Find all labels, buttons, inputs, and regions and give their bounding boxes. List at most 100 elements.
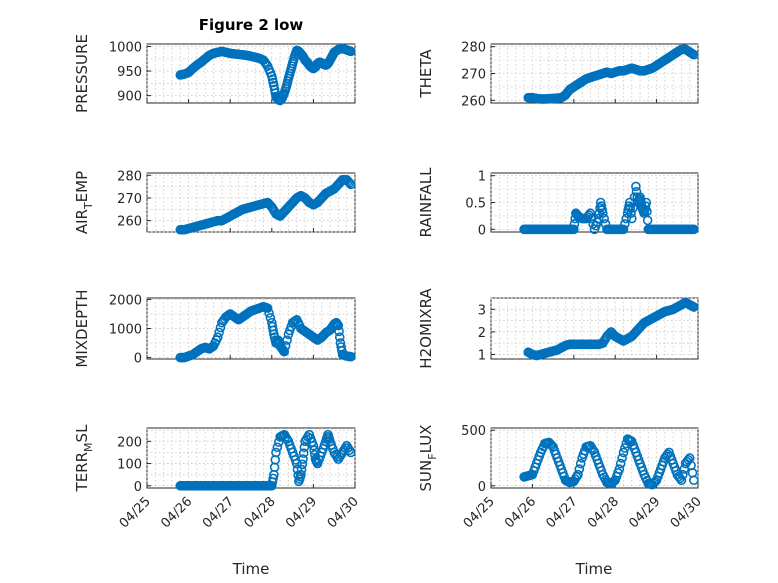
data-point (617, 453, 627, 463)
x-tick-label: 04/29 (626, 494, 663, 531)
data-point (585, 208, 596, 219)
data-point (262, 303, 273, 313)
y-axis-label: H2OMIXRA (417, 288, 435, 369)
data-point (545, 439, 556, 449)
data-point (214, 327, 224, 338)
data-point (615, 458, 626, 469)
y-axis-label-main: THETA (417, 49, 435, 99)
subplot-pressure: 900 950 1000 PRESSURE (73, 34, 356, 113)
data-point (296, 469, 306, 480)
subplot-sun: 0 500 04/25 04/26 04/27 04/28 04/29 04/30 SUNFLU… (417, 424, 705, 531)
data-point (333, 320, 344, 331)
data-point (689, 475, 699, 486)
data-point (620, 219, 630, 229)
data-point (683, 455, 694, 465)
data-point (272, 442, 283, 453)
data-point (603, 330, 614, 340)
y-axis-label-subscript: M (82, 442, 95, 452)
data-point (343, 176, 353, 187)
data-point (649, 478, 659, 488)
data-point (574, 464, 585, 474)
y-axis-label-tail: EMP (73, 171, 91, 202)
data-point (298, 454, 308, 464)
data-point (620, 443, 630, 453)
data-point (689, 224, 699, 235)
y-tick-label: 0 (478, 223, 486, 238)
x-tick-label: 04/27 (200, 494, 237, 531)
data-point (628, 203, 638, 213)
data-point (346, 179, 356, 190)
data-point (334, 326, 344, 337)
x-tick-label: 04/28 (242, 494, 279, 531)
data-point (626, 208, 636, 219)
data-point (650, 476, 661, 487)
y-tick-label: 280 (461, 41, 486, 56)
subplot-h2omixra: 1 2 3 H2OMIXRA (417, 288, 699, 369)
data-point (599, 213, 609, 224)
data-point (621, 213, 632, 224)
data-point (282, 335, 292, 345)
data-point (618, 447, 629, 458)
data-point (279, 346, 290, 357)
y-axis-label: TERRMSL (73, 424, 95, 493)
axes-box (490, 172, 699, 233)
y-tick-label: 3 (478, 303, 486, 318)
data-point (291, 458, 302, 469)
data-point (261, 59, 272, 69)
x-tick-label: 04/30 (325, 494, 362, 531)
data-point (642, 206, 652, 217)
y-tick-label: 100 (117, 458, 142, 473)
data-point (268, 473, 278, 484)
data-point (676, 475, 687, 486)
data-point (280, 341, 291, 351)
y-axis-label: AIRTEMP (73, 171, 95, 234)
y-axis-label-main: AIR (73, 209, 91, 234)
data-point (689, 302, 699, 312)
subplot-rainfall: 0 0.5 1 RAINFALL (417, 167, 699, 238)
data-point (264, 308, 274, 318)
x-tick-label: 04/25 (461, 494, 498, 531)
axes-box (146, 427, 356, 489)
data-point (334, 332, 345, 343)
x-tick-label: 04/26 (158, 494, 195, 531)
y-tick-label: 1000 (109, 323, 142, 338)
y-axis-label: THETA (417, 49, 435, 99)
data-point (614, 464, 625, 474)
data-point (597, 208, 608, 219)
data-point (346, 351, 356, 362)
data-point (595, 203, 605, 213)
y-tick-label: 1 (478, 348, 486, 363)
data-point (546, 440, 557, 451)
y-axis-label-main: TERR (73, 452, 91, 493)
data-point (642, 215, 653, 226)
subplot-terr: 0 100 200 04/25 04/26 04/27 04/28 04/29 04/30 TER… (73, 424, 362, 531)
y-tick-label: 950 (117, 65, 142, 80)
data-point (212, 332, 223, 343)
data-point (568, 224, 579, 235)
data-point (297, 459, 308, 470)
data-point (626, 213, 637, 224)
y-axis-label: RAINFALL (417, 167, 435, 238)
subplot-theta: 260 270 280 THETA (417, 41, 699, 109)
data-point (625, 203, 636, 213)
figure-title: Figure 2 low (199, 16, 304, 34)
data-point (346, 46, 356, 57)
data-point (298, 448, 309, 458)
data-point (344, 178, 355, 188)
data-point (631, 181, 641, 192)
y-axis-label: SUNFLUX (417, 425, 439, 492)
y-axis-label-main: RAINFALL (417, 167, 435, 238)
y-tick-label: 0 (478, 480, 486, 495)
subplot-air: 260 270 280 AIRTEMP (73, 169, 356, 235)
data-point (575, 458, 586, 469)
data-point (346, 447, 356, 458)
x-tick-label: 04/26 (502, 494, 539, 531)
y-tick-label: 900 (117, 90, 142, 105)
data-point (640, 201, 651, 211)
y-axis-label: PRESSURE (73, 34, 91, 113)
y-tick-label: 1 (478, 170, 486, 185)
data-point (573, 469, 583, 480)
data-point (641, 197, 652, 208)
data-point (678, 469, 688, 480)
